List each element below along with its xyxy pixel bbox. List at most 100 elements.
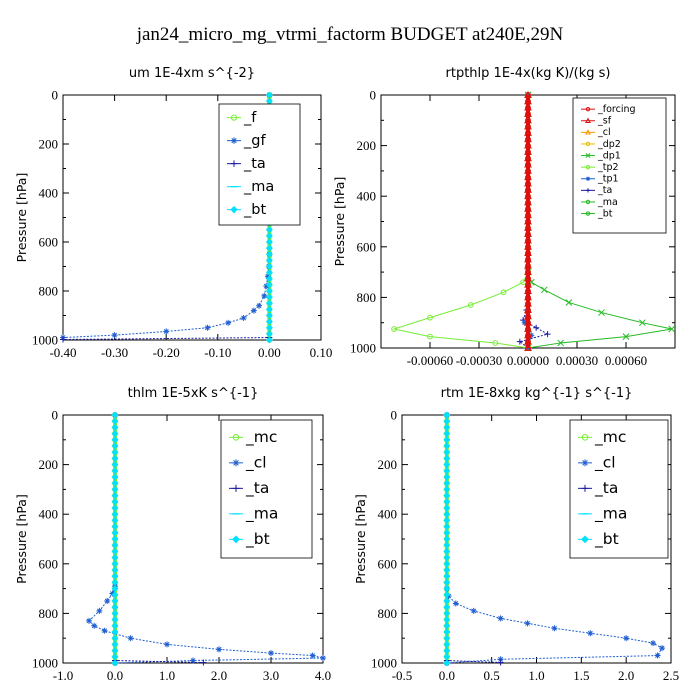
series-marker [497,656,504,663]
series-marker [525,98,531,105]
series-marker [111,603,119,611]
panel-title: rtm 1E-8xkg kg^{-1} s^{-1} [441,386,633,401]
series-marker [443,467,451,475]
series-marker [240,314,247,321]
legend-marker [585,129,591,135]
chart-panel-1: um 1E-4xm s^{-2} 0 200 400 600 800 1000-0.40 -0… [14,66,332,360]
series-marker [443,423,451,431]
series-marker [225,319,232,326]
series-marker [109,590,116,597]
series-marker [443,554,451,562]
series-marker [443,492,451,500]
legend-label: _dp1 [597,150,621,161]
series-marker [111,653,119,661]
series-marker [668,325,676,333]
series-marker [443,659,451,667]
x-tick-label: 0.5 [484,668,500,683]
series-marker [111,516,119,524]
series-marker [443,640,451,648]
series-marker [443,535,451,543]
series-marker [265,97,273,105]
series-marker [565,299,573,306]
y-tick-label: 800 [357,290,377,305]
series-marker [525,262,531,269]
series-marker [443,448,451,456]
series-marker [638,319,646,327]
y-tick-label: 400 [39,186,59,201]
series-marker [111,423,119,431]
series-marker [557,339,565,347]
series-marker [443,504,451,512]
series-marker [309,652,316,659]
series-marker [525,243,531,250]
series-marker [525,155,531,162]
series-marker [525,136,531,143]
series-marker [104,598,111,604]
legend-label: _ma [243,179,274,195]
series-marker [497,615,504,622]
series-marker [525,307,531,313]
legend-label: _mc [245,428,277,447]
series-marker [525,319,531,326]
series-marker [204,324,211,331]
x-tick-label: 1.0 [159,668,175,683]
legend-marker [581,459,589,467]
series-marker [497,659,504,666]
series-marker [263,283,270,290]
y-tick-label: 800 [378,606,398,621]
series-marker [111,442,119,450]
legend-label: _gf [243,133,266,149]
series-marker [443,473,451,481]
series-marker [443,479,451,487]
legend-marker [230,205,238,214]
series-ta [516,92,551,351]
series-marker [525,281,531,288]
legend-label: _ta [245,479,269,498]
x-tick-label: 0.0 [107,668,123,683]
series-marker [265,324,273,332]
series-marker [525,250,531,257]
series-marker [525,161,531,168]
series-marker [492,340,499,346]
legend-label: _forcing [597,104,636,115]
y-tick-label: 400 [357,189,377,204]
legend-marker [585,211,591,216]
legend-marker [581,535,589,544]
series-marker [111,640,119,648]
legend: _mc _cl _ta _ma _bt [220,419,313,559]
series-marker [265,318,273,326]
legend-marker [585,164,591,170]
series-line [446,415,501,664]
series-marker [443,572,451,580]
series-marker [525,205,531,212]
series-marker [525,168,531,174]
series-marker [111,504,119,512]
x-tick-label: -0.00060 [407,353,454,368]
series-marker [111,597,119,605]
y-tick-label: 0 [391,408,398,423]
series-marker [111,510,119,518]
series-marker [525,193,531,200]
series-marker [443,647,451,655]
legend-label: _sf [597,116,612,127]
series-marker [391,326,397,332]
legend-box [218,103,301,226]
series-marker [443,622,451,630]
series-marker [111,473,119,481]
series-marker [443,603,451,611]
series-marker [111,430,119,438]
x-tick-label: 1.5 [573,668,589,683]
series-marker [443,609,451,617]
series-marker [264,273,271,280]
series-marker [467,302,474,308]
legend-marker [232,535,240,544]
series-marker [91,622,98,629]
x-tick-label: -0.30 [101,345,128,360]
series-marker [111,535,119,543]
series-bt [111,411,119,667]
y-axis-label: Pressure [hPa] [332,177,347,267]
legend-label: _ma [597,197,618,208]
legend-marker [581,434,589,441]
y-tick-label: 200 [378,457,398,472]
series-marker [540,286,548,294]
